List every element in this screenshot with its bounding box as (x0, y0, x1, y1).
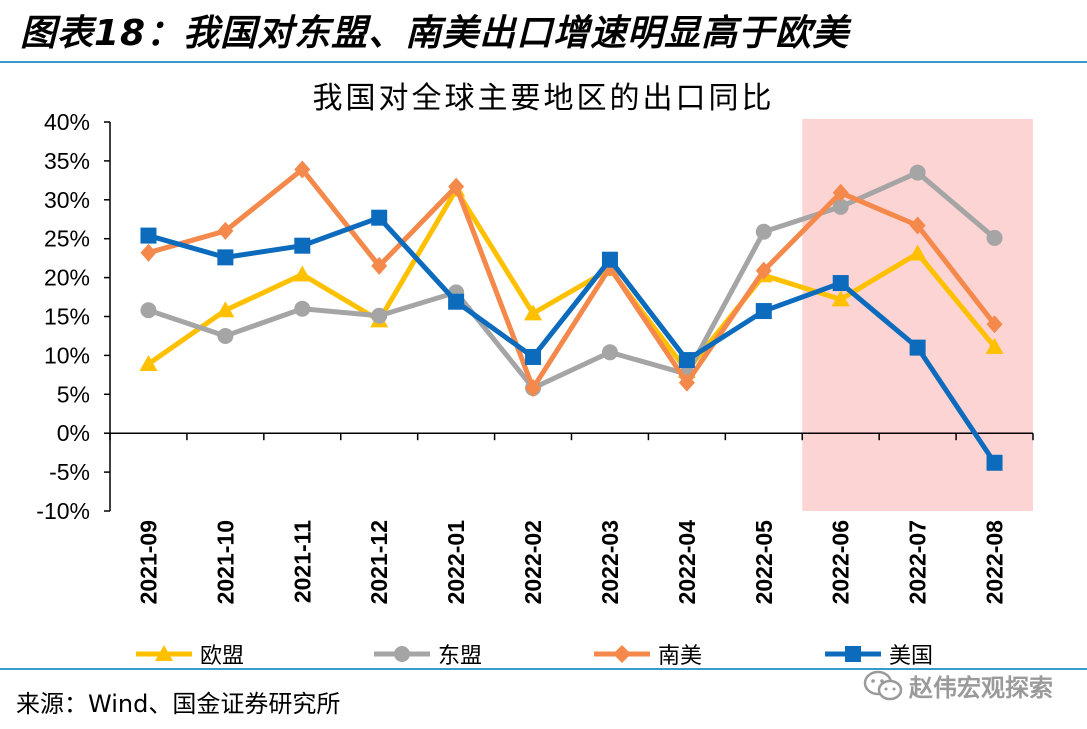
watermark: 赵伟宏观探索 (863, 668, 1053, 703)
top-rule (0, 61, 1087, 63)
data-point-usa (986, 454, 1003, 471)
data-point-usa (217, 249, 234, 266)
data-point-usa (832, 275, 849, 292)
data-point-asean (986, 229, 1003, 246)
data-point-south_america (832, 183, 849, 202)
y-tick-label: 15% (44, 304, 90, 330)
data-point-asean (217, 327, 234, 344)
figure-title: 图表18：我国对东盟、南美出口增速明显高于欧美 (20, 13, 850, 54)
data-point-usa (601, 251, 618, 268)
data-point-usa (909, 339, 926, 356)
data-point-south_america (448, 177, 465, 196)
x-tick-label: 2022-08 (982, 520, 1008, 605)
y-tick-label: 40% (44, 109, 90, 135)
x-tick-label: 2022-05 (751, 520, 777, 605)
y-tick-label: 30% (44, 187, 90, 213)
legend-label-south-america: 南美 (658, 644, 703, 669)
data-point-asean (909, 164, 926, 181)
data-point-eu (831, 290, 850, 307)
data-point-eu (293, 265, 312, 282)
data-point-eu (908, 244, 927, 261)
legend-marker-triangle (136, 645, 192, 661)
legend-marker-circle (374, 646, 430, 662)
y-tick-label: 5% (57, 381, 90, 407)
legend-label-eu: 欧盟 (200, 644, 245, 669)
x-tick-label: 2021-12 (366, 520, 392, 604)
source-note: 来源：Wind、国金证券研究所 (16, 690, 341, 718)
data-point-usa (140, 227, 157, 244)
series-line-usa (147, 215, 997, 465)
legend-marker-square (825, 646, 881, 662)
data-point-asean (140, 302, 157, 319)
y-tick-label: 20% (44, 265, 90, 291)
watermark-text: 赵伟宏观探索 (909, 674, 1053, 702)
data-point-south_america (678, 373, 695, 392)
data-point-eu (524, 304, 543, 321)
data-point-south_america (371, 256, 388, 275)
data-point-asean (601, 344, 618, 361)
legend-label-asean: 东盟 (438, 644, 483, 669)
data-point-eu (985, 337, 1004, 354)
data-point-south_america (140, 243, 157, 262)
series-line-south_america (147, 166, 997, 391)
data-point-asean (755, 223, 772, 240)
data-point-south_america (909, 216, 926, 235)
x-tick-label: 2022-04 (674, 520, 700, 605)
data-point-usa (294, 237, 311, 254)
data-point-usa (755, 303, 772, 320)
y-tick-label: 35% (44, 148, 90, 174)
data-point-usa (448, 293, 465, 310)
bottom-rule (0, 668, 1087, 670)
data-point-eu (216, 301, 235, 318)
legend-item-eu: 欧盟 (134, 638, 244, 670)
chart-legend: 欧盟 东盟 南美 美国 (0, 638, 1087, 669)
data-point-usa (678, 352, 695, 369)
data-point-eu (139, 354, 158, 371)
legend-label-usa: 美国 (889, 644, 934, 669)
data-point-south_america (294, 160, 311, 179)
data-point-south_america (986, 315, 1003, 334)
data-point-usa (525, 348, 542, 365)
data-point-south_america (755, 261, 772, 280)
line-chart: -10% -5% 0% 5% 10% 15% 20% 25% 30% 35% 40% 2021-09 2… (36, 109, 1034, 605)
legend-item-usa: 美国 (823, 638, 933, 670)
wechat-icon (863, 670, 903, 700)
y-tick-label: 10% (44, 342, 90, 368)
legend-marker-diamond (594, 645, 650, 663)
data-point-asean (832, 198, 849, 215)
data-point-asean (371, 307, 388, 324)
legend-item-asean: 东盟 (372, 638, 482, 670)
y-tick-label: -10% (36, 498, 90, 524)
chart-title: 我国对全球主要地区的出口同比 (312, 81, 775, 116)
x-tick-label: 2022-06 (828, 520, 854, 604)
x-tick-label: 2022-03 (597, 520, 623, 604)
data-point-asean (294, 300, 311, 317)
y-tick-label: 25% (44, 226, 90, 252)
x-tick-label: 2022-01 (443, 520, 469, 605)
x-tick-label: 2022-07 (905, 520, 931, 604)
data-point-usa (371, 209, 388, 226)
data-point-south_america (525, 379, 542, 398)
y-tick-label: 0% (57, 420, 90, 446)
x-tick-label: 2022-02 (520, 520, 546, 604)
y-tick-label: -5% (49, 459, 90, 485)
x-tick-label: 2021-10 (212, 520, 238, 604)
x-tick-label: 2021-11 (289, 520, 315, 603)
data-point-south_america (217, 221, 234, 240)
x-tick-label: 2021-09 (135, 520, 161, 604)
series-line-asean (147, 170, 997, 391)
legend-item-south-america: 南美 (592, 638, 702, 670)
